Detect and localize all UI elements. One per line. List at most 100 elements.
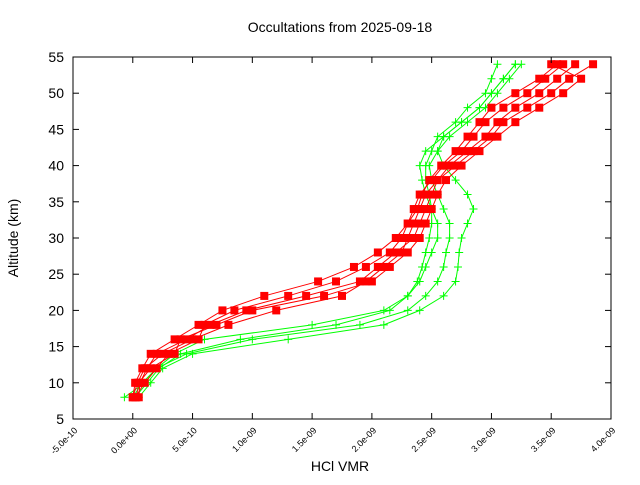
data-point: [188, 349, 197, 358]
data-point: [397, 234, 406, 242]
data-point: [451, 176, 460, 185]
data-point: [427, 248, 436, 257]
data-point: [320, 291, 329, 300]
data-point: [248, 335, 257, 344]
data-point: [535, 103, 544, 112]
data-point: [242, 306, 251, 315]
data-point: [409, 219, 418, 228]
data-point: [442, 176, 451, 185]
x-tick-label: 3.0e-09: [469, 425, 498, 454]
data-point: [132, 393, 141, 402]
data-point: [487, 132, 496, 141]
data-point: [559, 89, 568, 98]
data-point: [439, 205, 448, 214]
series-layer: [120, 60, 598, 402]
data-point: [547, 60, 556, 69]
data-point: [493, 60, 502, 69]
data-point: [427, 205, 436, 214]
data-point: [146, 364, 155, 373]
data-point: [511, 103, 520, 112]
data-point: [152, 364, 161, 373]
series-red-5: [132, 60, 586, 402]
data-point: [332, 320, 341, 329]
data-point: [415, 234, 424, 242]
data-point: [433, 219, 442, 228]
data-point: [120, 393, 129, 402]
chart-title: Occultations from 2025-09-18: [248, 19, 433, 35]
series-line: [135, 63, 583, 398]
series-line: [134, 63, 516, 398]
data-point: [385, 306, 394, 315]
data-point: [455, 248, 464, 257]
data-point: [158, 349, 167, 358]
data-point: [391, 234, 400, 242]
x-tick-label: 0.0e+00: [109, 425, 139, 455]
data-point: [523, 103, 532, 112]
data-point: [418, 190, 427, 199]
data-point: [170, 349, 179, 358]
data-point: [170, 335, 179, 344]
data-point: [553, 60, 562, 69]
data-point: [418, 176, 427, 185]
data-point: [355, 277, 364, 286]
data-point: [439, 262, 448, 271]
data-point: [413, 205, 422, 214]
data-point: [284, 335, 293, 344]
series-green-3: [128, 60, 526, 402]
x-tick-label: 5.0e-10: [170, 425, 199, 454]
data-point: [511, 118, 520, 127]
x-tick-label: -5.0e-10: [49, 425, 80, 456]
data-point: [487, 89, 496, 98]
series-red-3: [128, 60, 598, 402]
y-tick-label: 15: [48, 339, 64, 355]
data-point: [140, 364, 149, 373]
data-point: [206, 320, 215, 329]
data-point: [457, 161, 466, 170]
data-point: [523, 89, 532, 98]
data-point: [248, 306, 257, 315]
data-point: [146, 349, 155, 358]
data-point: [463, 132, 472, 141]
series-line: [132, 63, 564, 398]
data-point: [433, 234, 442, 242]
data-point: [493, 118, 502, 127]
series-line: [132, 63, 522, 398]
data-point: [499, 118, 508, 127]
y-tick-label: 50: [48, 85, 64, 101]
data-point: [535, 89, 544, 98]
data-point: [463, 103, 472, 112]
x-tick-label: 1.0e-09: [230, 425, 259, 454]
y-tick-label: 45: [48, 121, 64, 137]
data-point: [379, 262, 388, 271]
data-point: [415, 277, 424, 286]
y-tick-label: 40: [48, 158, 64, 174]
data-point: [427, 190, 436, 199]
data-point: [559, 60, 568, 69]
data-point: [493, 132, 502, 141]
series-line: [134, 63, 558, 398]
data-point: [332, 277, 341, 286]
data-point: [349, 262, 358, 271]
data-point: [457, 147, 466, 156]
data-point: [403, 234, 412, 242]
data-point: [415, 306, 424, 315]
series-line: [124, 64, 498, 398]
data-point: [188, 335, 197, 344]
data-point: [373, 248, 382, 257]
data-point: [469, 205, 478, 214]
data-point: [194, 335, 203, 344]
data-point: [260, 291, 269, 300]
data-point: [425, 161, 434, 170]
data-point: [475, 103, 484, 112]
data-point: [535, 74, 544, 83]
data-point: [463, 190, 472, 199]
data-point: [230, 306, 239, 315]
data-point: [338, 291, 346, 300]
series-green-4: [134, 60, 520, 402]
data-point: [439, 291, 448, 300]
data-point: [445, 161, 454, 170]
data-point: [403, 219, 412, 228]
series-line: [132, 63, 594, 398]
data-point: [425, 234, 434, 242]
